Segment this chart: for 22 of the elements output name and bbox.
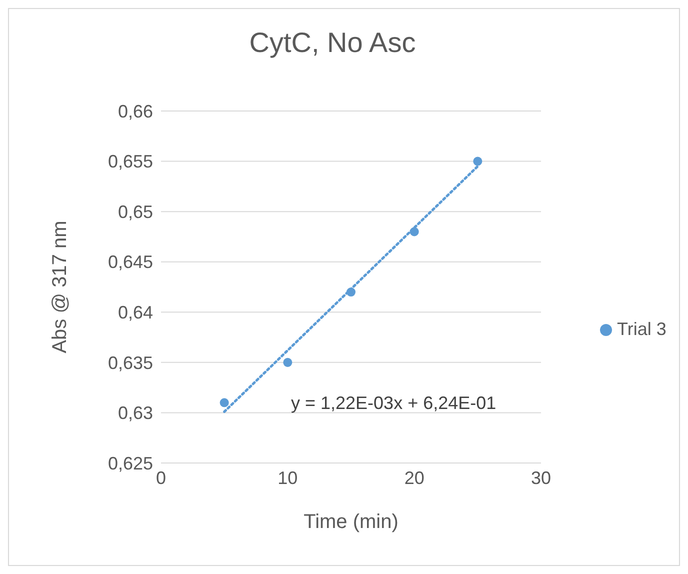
point xyxy=(346,288,356,297)
y-tick-label: 0,625 xyxy=(108,453,153,474)
y-tick-label: 0,635 xyxy=(108,352,153,373)
chart-title: CytC, No Asc xyxy=(248,27,417,59)
y-axis-title: Abs @ 317 nm xyxy=(49,220,72,354)
legend-label: Trial 3 xyxy=(617,319,666,340)
x-tick-label: 0 xyxy=(156,468,166,488)
y-tick-label: 0,655 xyxy=(108,152,153,172)
x-tick-label: 10 xyxy=(278,468,298,488)
x-tick-label: 20 xyxy=(404,468,424,488)
y-tick-label: 0,63 xyxy=(118,403,153,424)
point xyxy=(220,398,229,408)
point xyxy=(410,227,419,236)
point xyxy=(283,358,292,367)
x-axis-title: Time (min) xyxy=(304,511,398,533)
y-tick-label: 0,645 xyxy=(108,252,153,272)
x-tick-label: 30 xyxy=(530,468,552,488)
y-tick-label: 0,65 xyxy=(118,202,153,222)
y-tick-label: 0,66 xyxy=(118,101,153,122)
annotation: y = 1,22E-03x + 6,24E-01 xyxy=(291,393,496,414)
y-tick-label: 0,64 xyxy=(118,302,153,323)
point xyxy=(473,156,482,166)
